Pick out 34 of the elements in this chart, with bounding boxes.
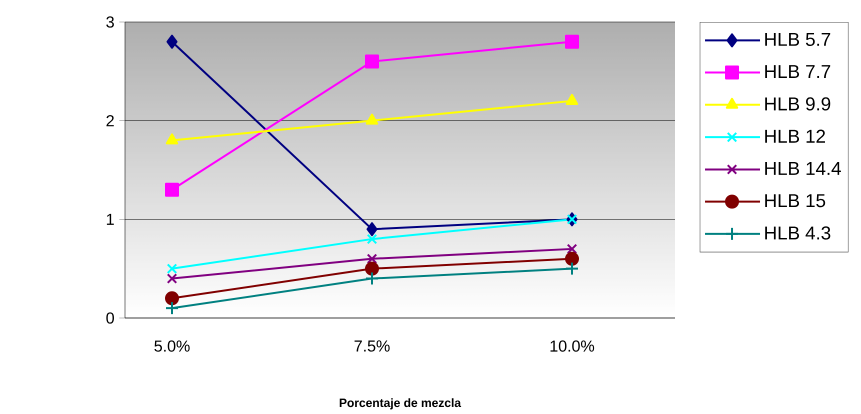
x-tick-label: 7.5% — [354, 340, 390, 352]
point — [166, 273, 178, 284]
point — [165, 182, 180, 197]
x-axis-title: Porcentaje de mezcla — [340, 398, 462, 410]
point — [565, 34, 580, 49]
y-tick-label: 0 — [106, 312, 114, 324]
legend-label: HLB 4.3 — [765, 226, 830, 240]
y-tick-label: 2 — [106, 115, 114, 126]
legend-label: HLB 5.7 — [765, 33, 830, 46]
point — [366, 234, 378, 244]
legend-label: HLB 7.7 — [765, 65, 830, 78]
y-tick-label: 1 — [106, 214, 114, 225]
legend-label: HLB 12 — [765, 130, 825, 143]
x-tick-label: 10.0% — [550, 340, 594, 352]
legend-label: HLB 14.4 — [765, 162, 841, 175]
point — [566, 244, 578, 254]
x-tick-label: 5.0% — [154, 340, 190, 352]
point — [166, 133, 178, 144]
point — [166, 34, 178, 49]
point — [566, 94, 578, 105]
point — [165, 291, 180, 306]
point — [565, 252, 580, 266]
point — [365, 54, 380, 69]
legend-label: HLB 9.9 — [765, 97, 830, 111]
point — [366, 222, 378, 236]
y-tick-label: 3 — [106, 16, 114, 28]
point — [166, 263, 178, 274]
point — [165, 301, 180, 316]
point — [366, 254, 378, 264]
legend-label: HLB 15 — [765, 194, 826, 208]
point — [365, 272, 380, 286]
point — [565, 262, 580, 276]
point — [366, 114, 378, 125]
point — [365, 262, 380, 276]
